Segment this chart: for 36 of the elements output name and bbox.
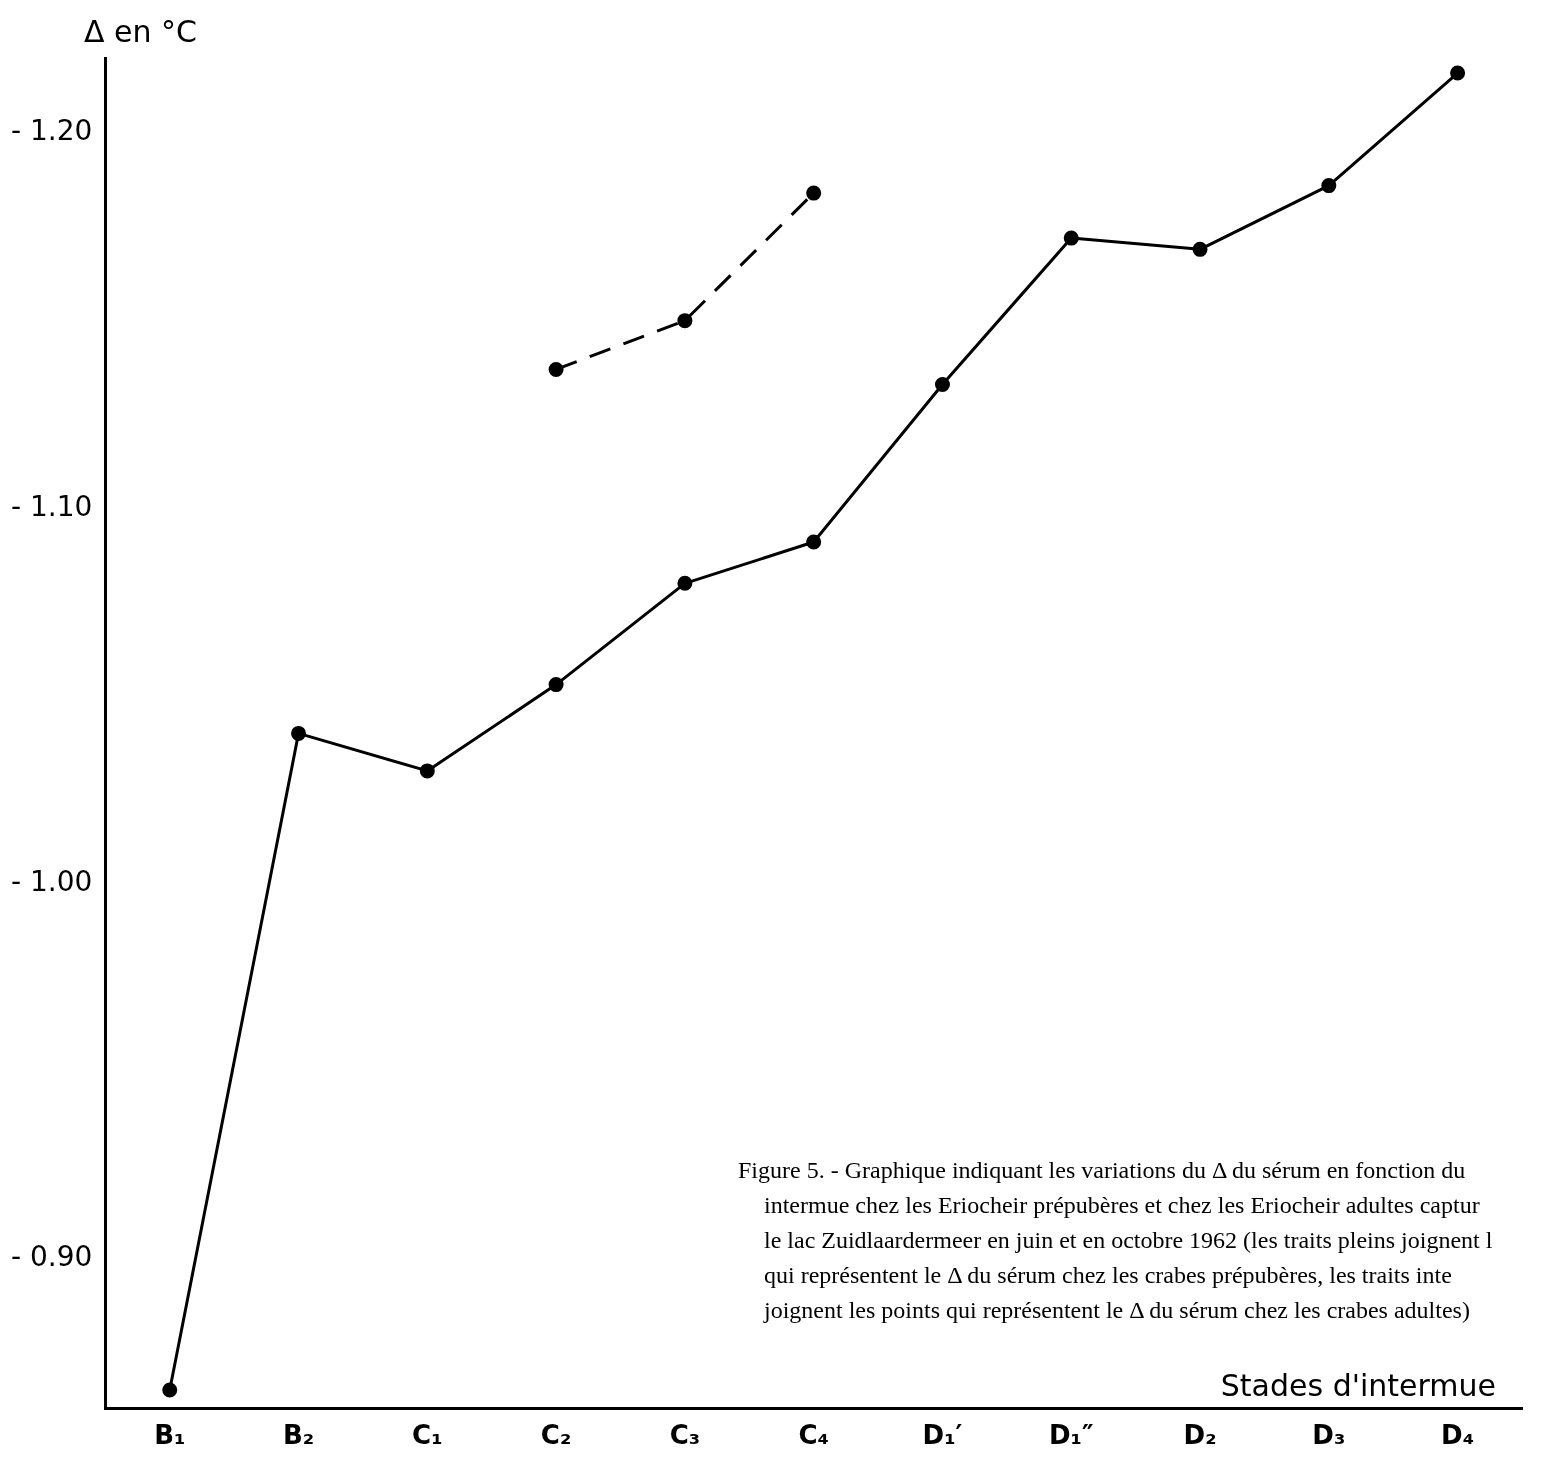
x-tick-label: D₂ [1183,1420,1217,1451]
x-tick-label: C₃ [669,1420,701,1451]
x-tick-label: D₁′ [922,1420,963,1451]
y-tick-label: - 1.10 [10,489,93,523]
x-tick-label: C₂ [540,1420,572,1451]
annotation: qui représentent le Δ du sérum chez les crabes prépubères, les traits inte [763,1261,1453,1290]
annotation: le lac Zuidlaardermeer en juin et en octobre 1962 (les traits pleins joignent l [763,1226,1493,1255]
annotation: joignent les points qui représentent le Δ du sérum chez les crabes adultes) [762,1296,1471,1325]
x-tick-label: C₄ [798,1420,829,1451]
x-tick-label: C₁ [412,1420,443,1451]
x-tick-label: D₁″ [1048,1420,1094,1451]
x-axis-title: Stades d'intermue [1220,1368,1496,1403]
point [677,575,693,591]
point [162,1382,178,1398]
point [548,361,564,377]
point [806,534,822,550]
point [1321,178,1337,194]
x-tick-label: D₄ [1441,1420,1475,1451]
x-tick-label: B₂ [282,1420,315,1451]
point [806,185,822,201]
point [548,677,564,693]
point [1450,65,1466,81]
y-tick-label: - 0.90 [10,1239,93,1273]
y-tick-label: - 1.00 [10,864,93,898]
y-tick-label: - 1.20 [10,114,93,148]
point [677,313,693,329]
point [1192,241,1208,257]
point [934,376,950,392]
x-tick-label: D₃ [1312,1420,1346,1451]
annotation: intermue chez les Eriocheir prépubères et chez les Eriocheir adultes captur [763,1191,1481,1220]
y-axis-title: Δ en °C [84,14,198,49]
annotation: Figure 5. - Graphique indiquant les variations du Δ du sérum en fonction du [738,1156,1467,1185]
point [419,763,435,779]
point [291,725,307,741]
x-tick-label: B₁ [154,1420,186,1451]
point [1063,230,1079,246]
